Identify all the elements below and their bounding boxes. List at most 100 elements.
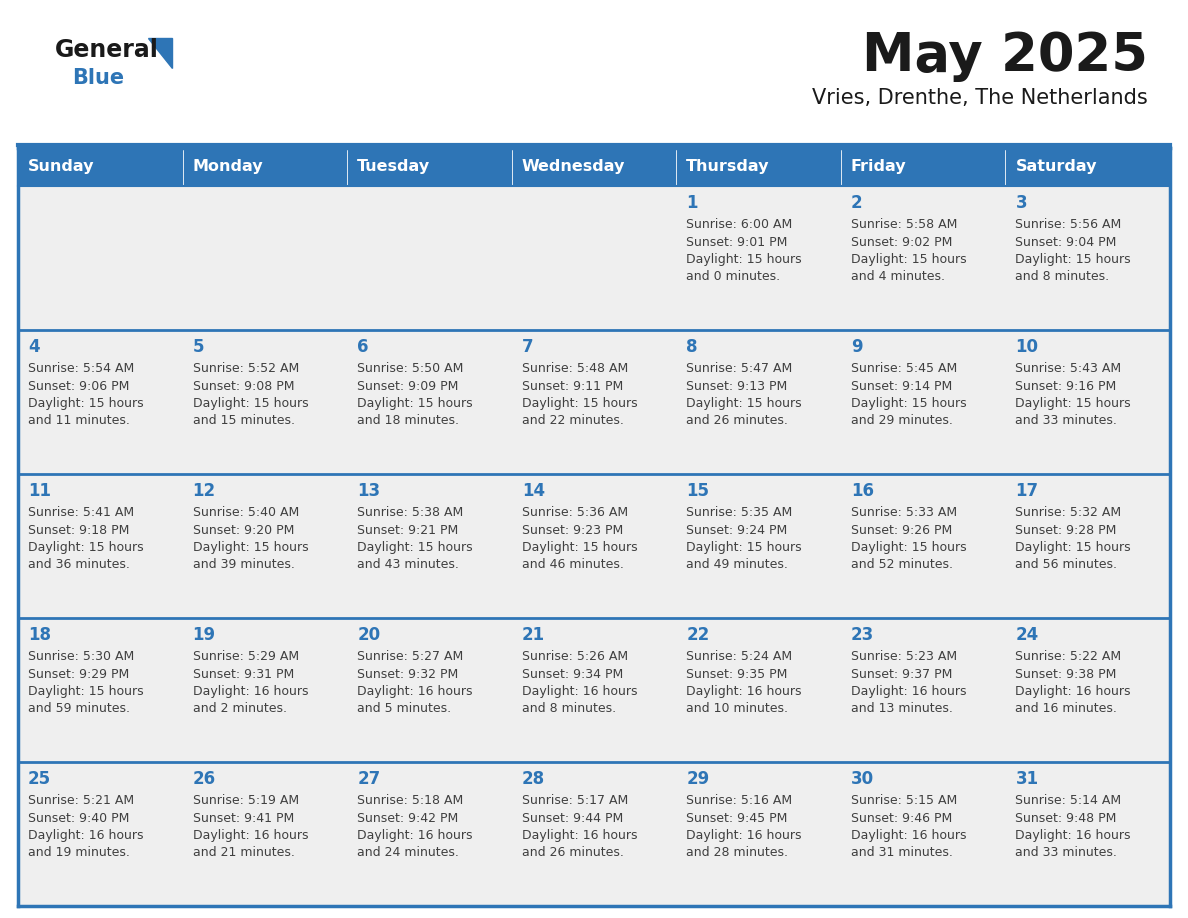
Text: Sunrise: 5:35 AM: Sunrise: 5:35 AM [687,506,792,519]
Text: Sunset: 9:16 PM: Sunset: 9:16 PM [1016,379,1117,393]
Text: Daylight: 15 hours: Daylight: 15 hours [358,397,473,410]
Text: Sunset: 9:13 PM: Sunset: 9:13 PM [687,379,788,393]
Bar [1005,330,1170,474]
Text: and 33 minutes.: and 33 minutes. [1016,415,1117,428]
Text: 7: 7 [522,338,533,356]
Text: Sunrise: 5:29 AM: Sunrise: 5:29 AM [192,650,298,663]
Bar [676,618,841,762]
Bar [676,762,841,906]
Text: Sunset: 9:42 PM: Sunset: 9:42 PM [358,812,459,824]
Bar [1005,186,1170,330]
Text: 27: 27 [358,770,380,788]
Bar [676,330,841,474]
Text: 16: 16 [851,482,874,500]
Text: Daylight: 15 hours: Daylight: 15 hours [522,397,637,410]
Text: 18: 18 [29,626,51,644]
Text: and 33 minutes.: and 33 minutes. [1016,846,1117,859]
Text: Daylight: 15 hours: Daylight: 15 hours [1016,397,1131,410]
Text: Daylight: 16 hours: Daylight: 16 hours [358,829,473,842]
Bar [347,618,512,762]
Bar [18,762,183,906]
Text: Daylight: 16 hours: Daylight: 16 hours [29,829,144,842]
Text: and 15 minutes.: and 15 minutes. [192,415,295,428]
Text: Daylight: 16 hours: Daylight: 16 hours [192,685,308,698]
Text: 5: 5 [192,338,204,356]
Text: Monday: Monday [192,160,264,174]
Text: 31: 31 [1016,770,1038,788]
Text: Daylight: 15 hours: Daylight: 15 hours [851,397,967,410]
Text: Sunset: 9:21 PM: Sunset: 9:21 PM [358,523,459,536]
Text: and 2 minutes.: and 2 minutes. [192,702,286,715]
Text: Sunrise: 5:32 AM: Sunrise: 5:32 AM [1016,506,1121,519]
Polygon shape [148,38,172,68]
Text: Daylight: 16 hours: Daylight: 16 hours [1016,829,1131,842]
Text: and 36 minutes.: and 36 minutes. [29,558,129,572]
Text: Sunrise: 5:38 AM: Sunrise: 5:38 AM [358,506,463,519]
Text: 30: 30 [851,770,874,788]
Text: 4: 4 [29,338,39,356]
Text: Daylight: 16 hours: Daylight: 16 hours [192,829,308,842]
Text: Sunrise: 5:54 AM: Sunrise: 5:54 AM [29,362,134,375]
Text: 9: 9 [851,338,862,356]
Text: Sunset: 9:01 PM: Sunset: 9:01 PM [687,236,788,249]
Text: Sunset: 9:04 PM: Sunset: 9:04 PM [1016,236,1117,249]
Bar [18,474,183,618]
Text: 20: 20 [358,626,380,644]
Text: and 11 minutes.: and 11 minutes. [29,415,129,428]
Text: 3: 3 [1016,194,1028,212]
Text: Sunrise: 5:36 AM: Sunrise: 5:36 AM [522,506,627,519]
Text: and 4 minutes.: and 4 minutes. [851,271,944,284]
Text: Sunset: 9:44 PM: Sunset: 9:44 PM [522,812,623,824]
Text: Sunrise: 5:18 AM: Sunrise: 5:18 AM [358,794,463,807]
Text: and 8 minutes.: and 8 minutes. [522,702,615,715]
Text: Sunrise: 5:56 AM: Sunrise: 5:56 AM [1016,218,1121,231]
Text: 8: 8 [687,338,697,356]
Text: and 16 minutes.: and 16 minutes. [1016,702,1117,715]
Bar [841,474,1005,618]
Bar [18,148,183,186]
Text: Sunrise: 5:23 AM: Sunrise: 5:23 AM [851,650,958,663]
Text: Daylight: 16 hours: Daylight: 16 hours [851,829,966,842]
Text: Sunrise: 5:19 AM: Sunrise: 5:19 AM [192,794,298,807]
Bar [512,474,676,618]
Text: Sunrise: 5:26 AM: Sunrise: 5:26 AM [522,650,627,663]
Bar [183,330,347,474]
Text: and 5 minutes.: and 5 minutes. [358,702,451,715]
Text: Sunrise: 5:33 AM: Sunrise: 5:33 AM [851,506,958,519]
Text: 25: 25 [29,770,51,788]
Text: Blue: Blue [72,68,124,88]
Text: Daylight: 16 hours: Daylight: 16 hours [851,685,966,698]
Text: Sunday: Sunday [29,160,95,174]
Text: Daylight: 15 hours: Daylight: 15 hours [687,541,802,554]
Text: 21: 21 [522,626,545,644]
Bar [1005,762,1170,906]
Text: Sunrise: 5:16 AM: Sunrise: 5:16 AM [687,794,792,807]
Bar [512,148,676,186]
Text: May 2025: May 2025 [862,30,1148,82]
Text: 17: 17 [1016,482,1038,500]
Text: Sunset: 9:46 PM: Sunset: 9:46 PM [851,812,952,824]
Text: and 29 minutes.: and 29 minutes. [851,415,953,428]
Text: Daylight: 15 hours: Daylight: 15 hours [192,541,308,554]
Text: Sunset: 9:32 PM: Sunset: 9:32 PM [358,667,459,680]
Bar [183,186,347,330]
Text: Sunrise: 5:21 AM: Sunrise: 5:21 AM [29,794,134,807]
Text: Sunset: 9:48 PM: Sunset: 9:48 PM [1016,812,1117,824]
Text: Sunrise: 5:22 AM: Sunrise: 5:22 AM [1016,650,1121,663]
Text: Sunset: 9:40 PM: Sunset: 9:40 PM [29,812,129,824]
Bar [512,330,676,474]
Bar [841,762,1005,906]
Text: 1: 1 [687,194,697,212]
Text: and 56 minutes.: and 56 minutes. [1016,558,1118,572]
Text: 29: 29 [687,770,709,788]
Text: 10: 10 [1016,338,1038,356]
Text: and 28 minutes.: and 28 minutes. [687,846,789,859]
Text: Sunset: 9:24 PM: Sunset: 9:24 PM [687,523,788,536]
Text: and 19 minutes.: and 19 minutes. [29,846,129,859]
Text: Sunset: 9:31 PM: Sunset: 9:31 PM [192,667,293,680]
Text: Daylight: 15 hours: Daylight: 15 hours [358,541,473,554]
Text: Daylight: 15 hours: Daylight: 15 hours [851,541,967,554]
Text: Sunrise: 5:17 AM: Sunrise: 5:17 AM [522,794,628,807]
Text: Sunrise: 5:40 AM: Sunrise: 5:40 AM [192,506,299,519]
Bar [1005,618,1170,762]
